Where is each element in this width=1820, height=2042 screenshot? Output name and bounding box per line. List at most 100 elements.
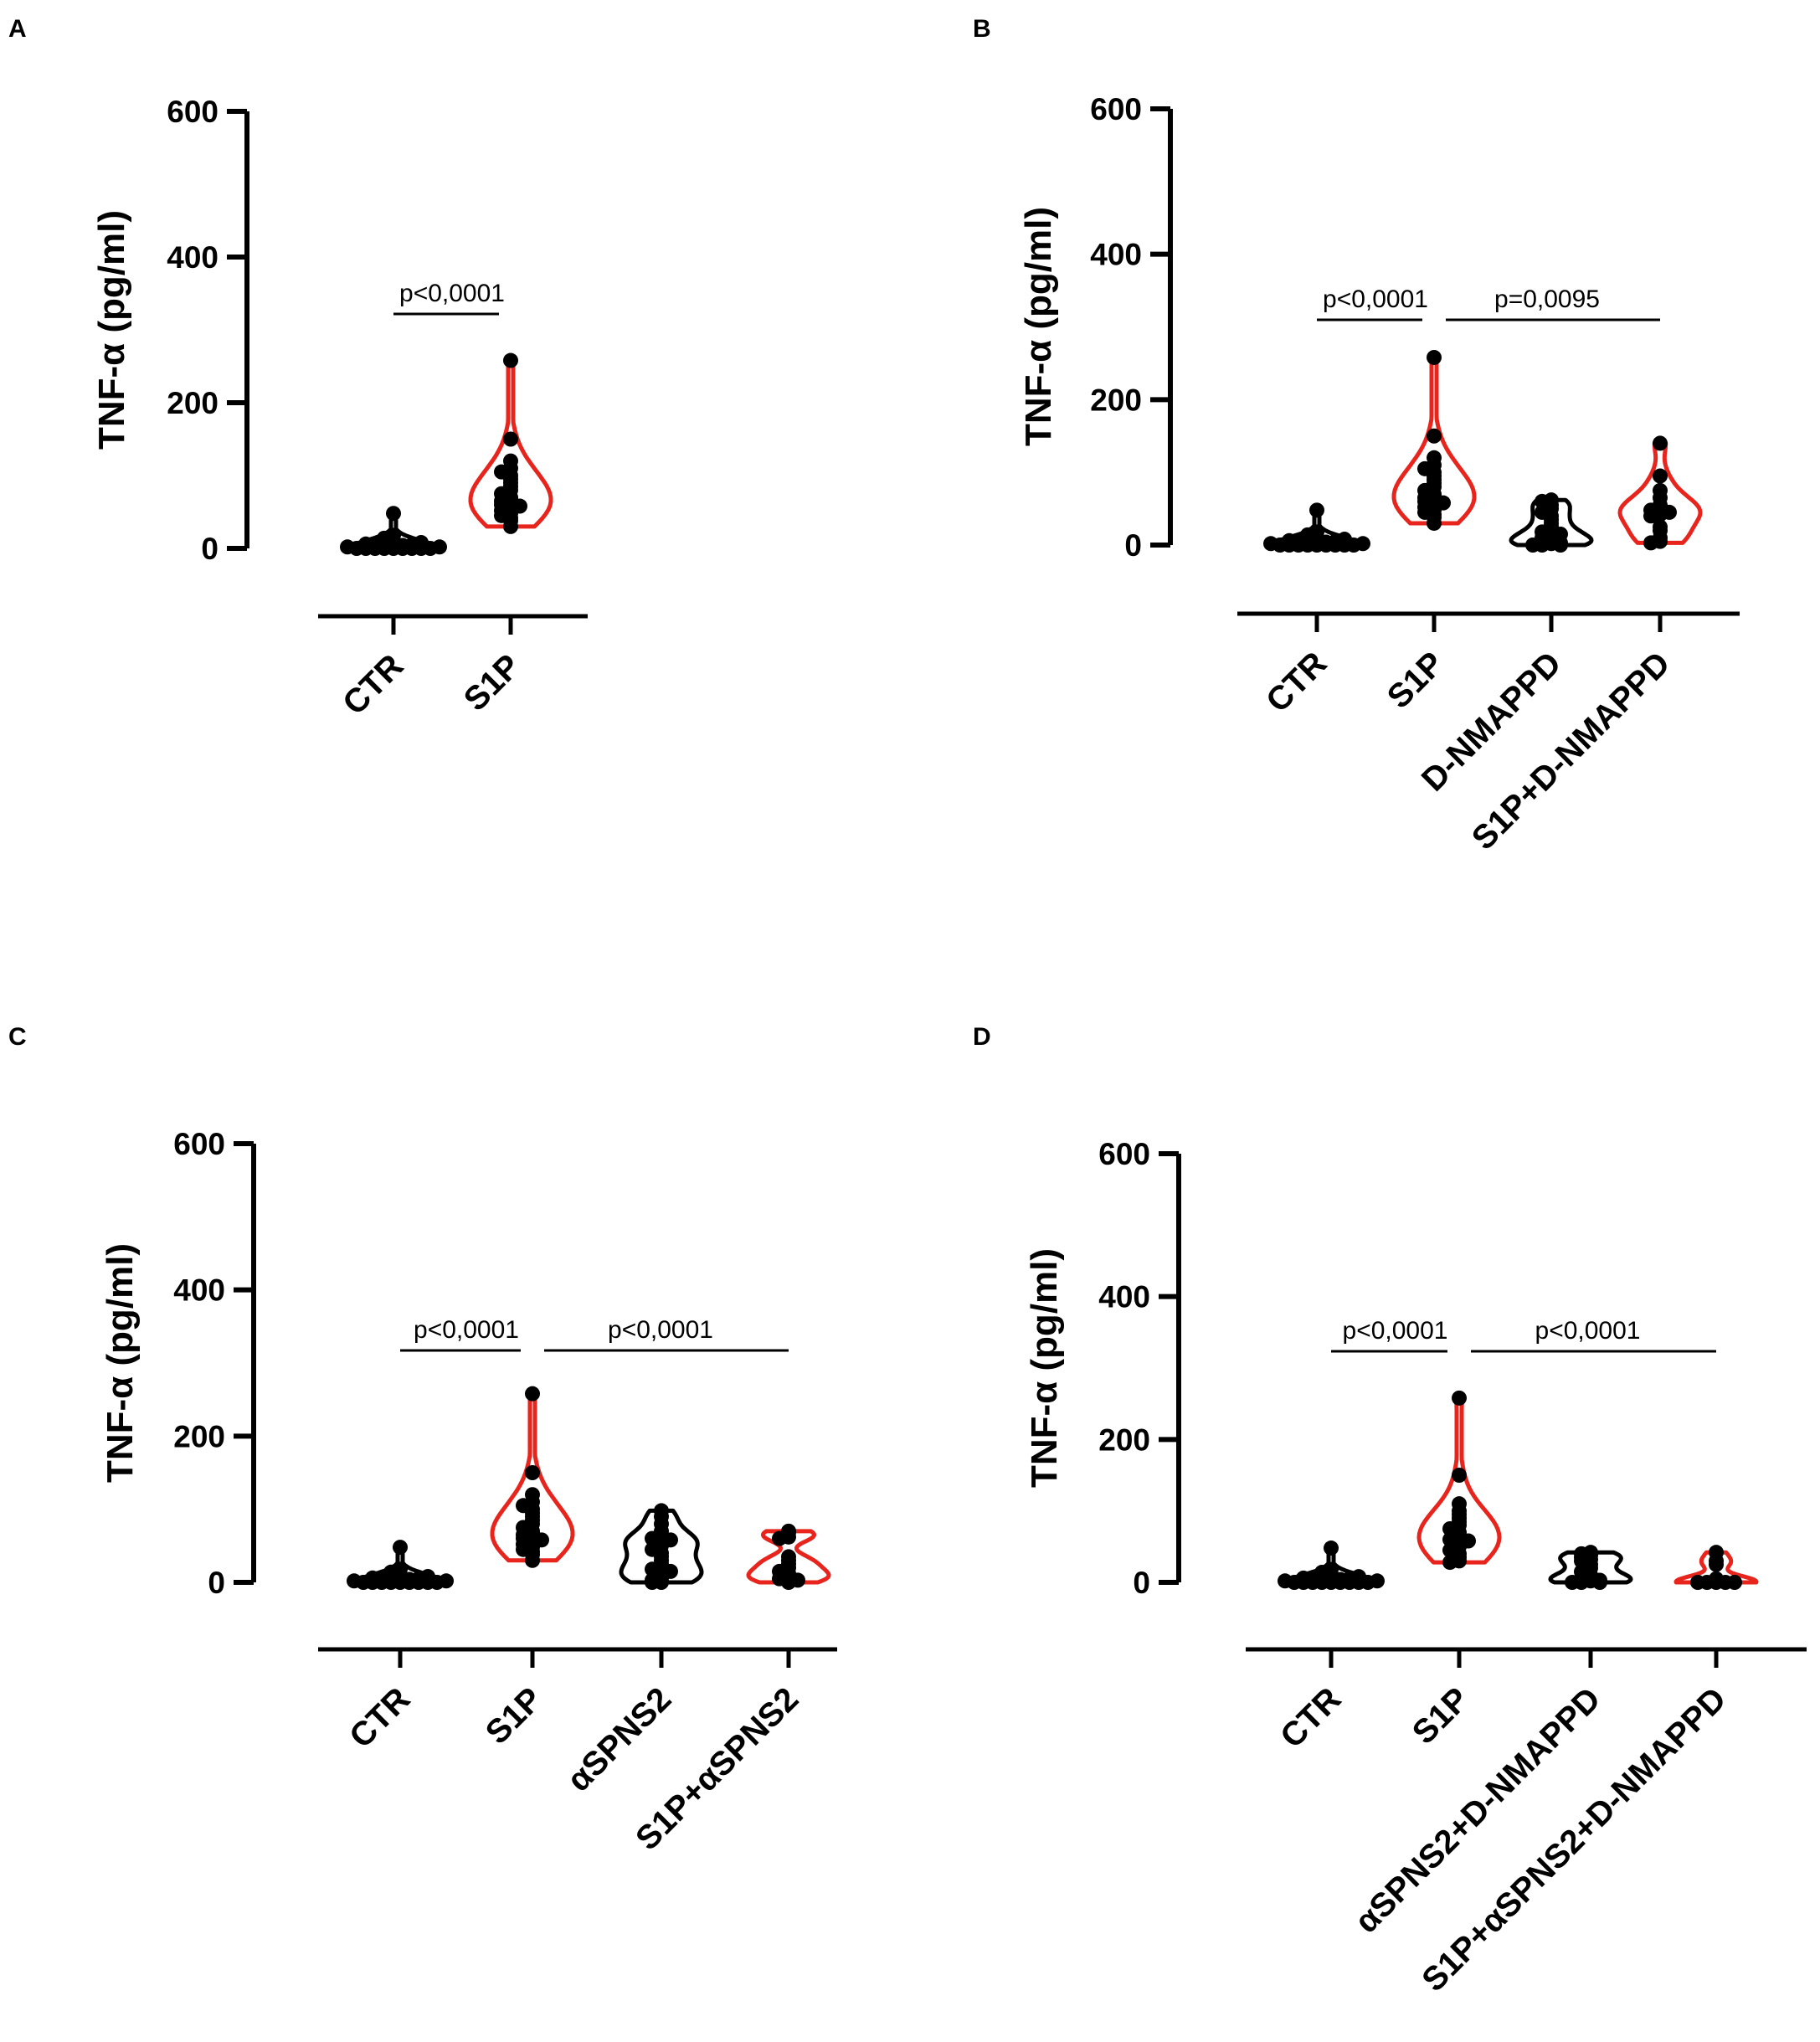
data-point — [1427, 515, 1442, 531]
violin-outline — [1548, 1550, 1633, 1585]
data-point — [1263, 536, 1278, 552]
x-category-label: S1P+D-NMAPPD — [1465, 645, 1678, 857]
data-point — [1452, 1468, 1467, 1483]
x-category-label: S1P — [1380, 645, 1452, 716]
data-point — [1452, 1390, 1467, 1406]
data-point — [525, 1386, 540, 1402]
data-point — [1653, 468, 1668, 484]
data-point — [1427, 428, 1442, 444]
y-axis-label: TNF-α (pg/ml) — [1024, 1248, 1065, 1488]
violin-outline — [746, 1529, 831, 1585]
x-category-label: αSPNS2+D-NMAPPD — [1348, 1680, 1607, 1940]
data-point — [1709, 1556, 1724, 1572]
p-value-label: p<0,0001 — [399, 280, 505, 307]
data-point — [1727, 1575, 1742, 1590]
y-tick-label: 400 — [1090, 238, 1142, 272]
data-point — [1525, 538, 1540, 553]
data-point — [432, 539, 447, 555]
data-point — [340, 539, 355, 555]
data-point — [503, 431, 518, 447]
data-point — [365, 1570, 380, 1586]
data-point — [1370, 1573, 1385, 1589]
y-axis-label: TNF-α (pg/ml) — [100, 1243, 141, 1483]
data-point — [525, 1465, 540, 1480]
x-category-label: CTR — [1273, 1680, 1348, 1755]
data-point — [347, 1573, 362, 1589]
data-point — [503, 352, 518, 368]
chart-panel-a: 0 200 400 600 TNF-α (pg/ml) CTR S1P p<0,0001 — [91, 95, 588, 723]
data-point — [1324, 1541, 1339, 1556]
y-axis-label: TNF-α (pg/ml) — [1018, 207, 1059, 446]
p-value-label: p<0,0001 — [1323, 285, 1428, 313]
x-category-label: S1P — [479, 1680, 550, 1751]
y-tick-label: 600 — [1090, 92, 1142, 126]
panel-letter-d: D — [973, 1023, 991, 1051]
y-tick-label: 0 — [1133, 1566, 1150, 1600]
violin-outline — [1673, 1550, 1759, 1585]
y-tick-label: 200 — [1098, 1422, 1150, 1457]
data-point — [1278, 1573, 1293, 1589]
data-point — [772, 1530, 787, 1546]
y-tick-label: 200 — [173, 1419, 225, 1453]
y-tick-label: 200 — [1090, 383, 1142, 417]
y-tick-label: 0 — [208, 1566, 225, 1600]
data-point — [1592, 1575, 1607, 1590]
data-point — [1690, 1575, 1705, 1590]
data-point — [1337, 532, 1352, 548]
violin-outline — [619, 1508, 704, 1585]
y-tick-label: 600 — [167, 95, 219, 129]
data-point — [1565, 1575, 1580, 1590]
y-tick-label: 600 — [173, 1127, 225, 1161]
data-point — [1324, 1561, 1339, 1577]
data-point — [439, 1573, 454, 1589]
x-category-label: CTR — [1259, 645, 1334, 719]
data-point — [1442, 1555, 1458, 1571]
data-point — [420, 1569, 435, 1585]
x-category-label: CTR — [342, 1680, 417, 1755]
data-point — [358, 536, 373, 552]
data-point — [1653, 435, 1668, 451]
data-point — [1309, 502, 1324, 518]
x-category-label: S1P — [1406, 1680, 1477, 1751]
y-tick-label: 400 — [167, 240, 219, 275]
y-tick-label: 400 — [1098, 1280, 1150, 1314]
panel-letter-b: B — [973, 15, 991, 43]
data-point — [386, 506, 401, 522]
data-point — [1643, 508, 1658, 524]
chart-panel-d: 0 200 400 600 TNF-α (pg/ml) CTR S1PαSPNS2+D-NM… — [1024, 1137, 1807, 1998]
data-point — [1643, 535, 1658, 551]
data-point — [393, 1540, 408, 1556]
data-point — [386, 527, 401, 543]
y-tick-label: 200 — [167, 386, 219, 420]
y-tick-label: 400 — [173, 1273, 225, 1308]
violin-outline — [1509, 497, 1594, 548]
x-category-label: αSPNS2 — [560, 1680, 678, 1798]
y-tick-label: 0 — [201, 532, 219, 566]
data-point — [503, 518, 518, 534]
data-point — [1351, 1569, 1366, 1585]
data-point — [645, 1575, 660, 1590]
y-axis-label: TNF-α (pg/ml) — [91, 210, 132, 450]
y-tick-label: 0 — [1124, 528, 1142, 563]
p-value-label: p<0,0001 — [608, 1316, 713, 1344]
data-point — [1427, 349, 1442, 365]
panel-letter-a: A — [8, 15, 27, 43]
p-value-label: p<0,0001 — [1535, 1317, 1641, 1345]
y-tick-label: 600 — [1098, 1137, 1150, 1171]
panel-letter-c: C — [8, 1023, 27, 1051]
p-value-label: p<0,0001 — [414, 1316, 519, 1344]
x-category-label: CTR — [336, 647, 410, 722]
data-point — [414, 535, 429, 551]
p-value-label: p<0,0001 — [1343, 1317, 1448, 1345]
data-point — [393, 1561, 408, 1577]
p-value-label: p=0,0095 — [1494, 285, 1600, 313]
data-point — [1296, 1570, 1311, 1586]
data-point — [1553, 538, 1568, 553]
x-category-label: S1P — [457, 647, 528, 718]
data-point — [1309, 524, 1324, 540]
data-point — [781, 1575, 796, 1590]
data-point — [1355, 536, 1370, 552]
